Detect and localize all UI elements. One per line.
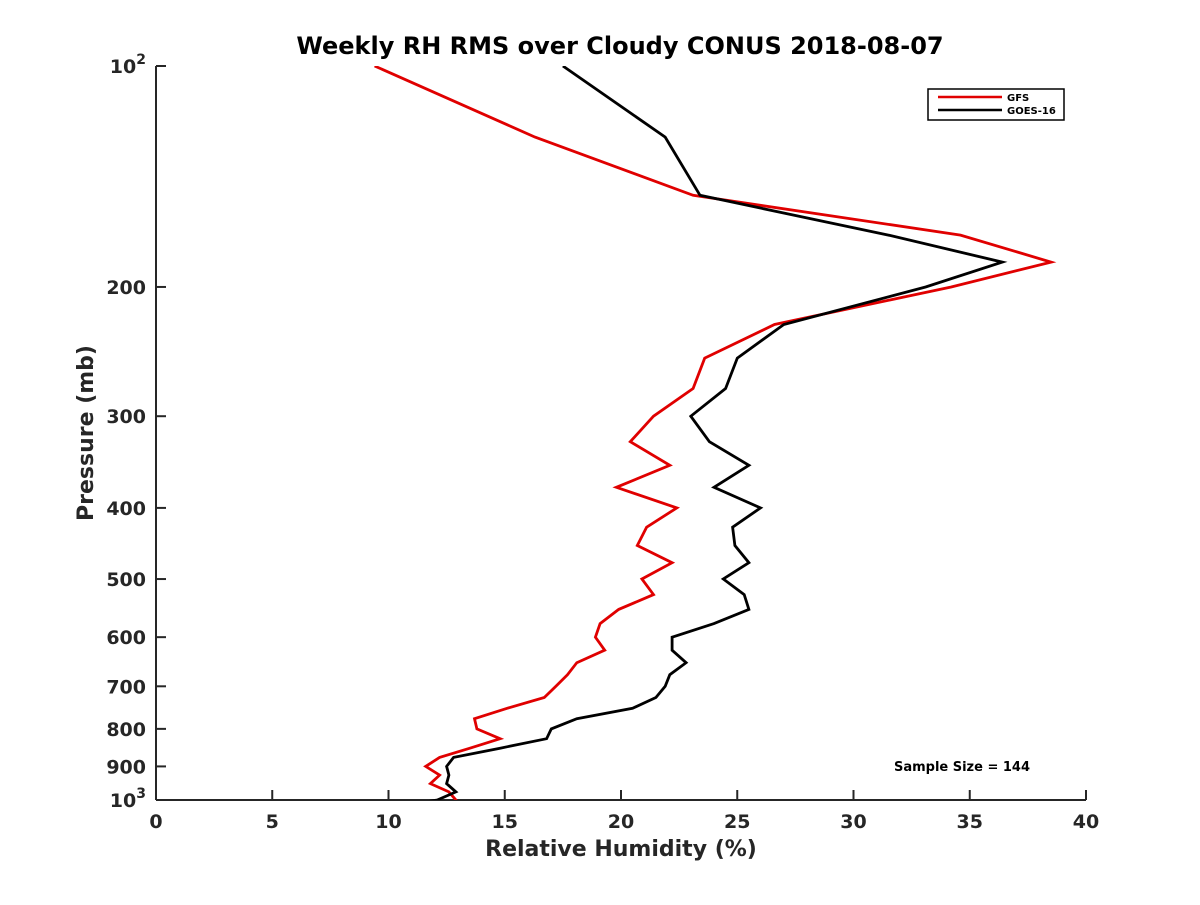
x-tick-label: 40: [1073, 811, 1099, 833]
x-tick-label: 25: [724, 811, 750, 833]
x-axis-ticks: 0 5 10 15 20 25 30 35 40: [149, 790, 1099, 833]
y-tick-label: 200: [106, 277, 146, 299]
y-tick-label: 103: [110, 786, 146, 812]
y-tick-label: 102: [110, 52, 146, 78]
y-tick-label: 600: [106, 627, 146, 649]
y-axis-ticks: 102 200 300 400 500 600 700 800 900 103: [106, 52, 166, 812]
x-axis-label: Relative Humidity (%): [485, 837, 757, 862]
legend-label-goes-16: GOES-16: [1007, 106, 1056, 117]
series-layer: [374, 66, 1057, 800]
y-tick-label: 400: [106, 498, 146, 520]
y-axis-label: Pressure (mb): [74, 345, 99, 521]
series-line-gfs: [374, 66, 1057, 800]
legend-box: [927, 88, 1065, 121]
x-tick-label: 5: [266, 811, 279, 833]
x-tick-label: 35: [957, 811, 983, 833]
y-tick-label: 800: [106, 719, 146, 741]
legend-label-gfs: GFS: [1007, 93, 1029, 104]
x-tick-label: 20: [608, 811, 634, 833]
series-line-goes-16: [428, 66, 1008, 800]
chart-title: Weekly RH RMS over Cloudy CONUS 2018-08-…: [296, 32, 943, 60]
x-tick-label: 10: [375, 811, 401, 833]
x-tick-label: 15: [492, 811, 518, 833]
legend: GFS GOES-16: [927, 88, 1065, 121]
y-tick-label: 900: [106, 756, 146, 778]
y-tick-label: 500: [106, 569, 146, 591]
x-tick-label: 30: [840, 811, 866, 833]
y-tick-label: 700: [106, 676, 146, 698]
sample-size-annotation: Sample Size = 144: [894, 760, 1030, 775]
x-tick-label: 0: [149, 811, 162, 833]
y-tick-label: 300: [106, 406, 146, 428]
